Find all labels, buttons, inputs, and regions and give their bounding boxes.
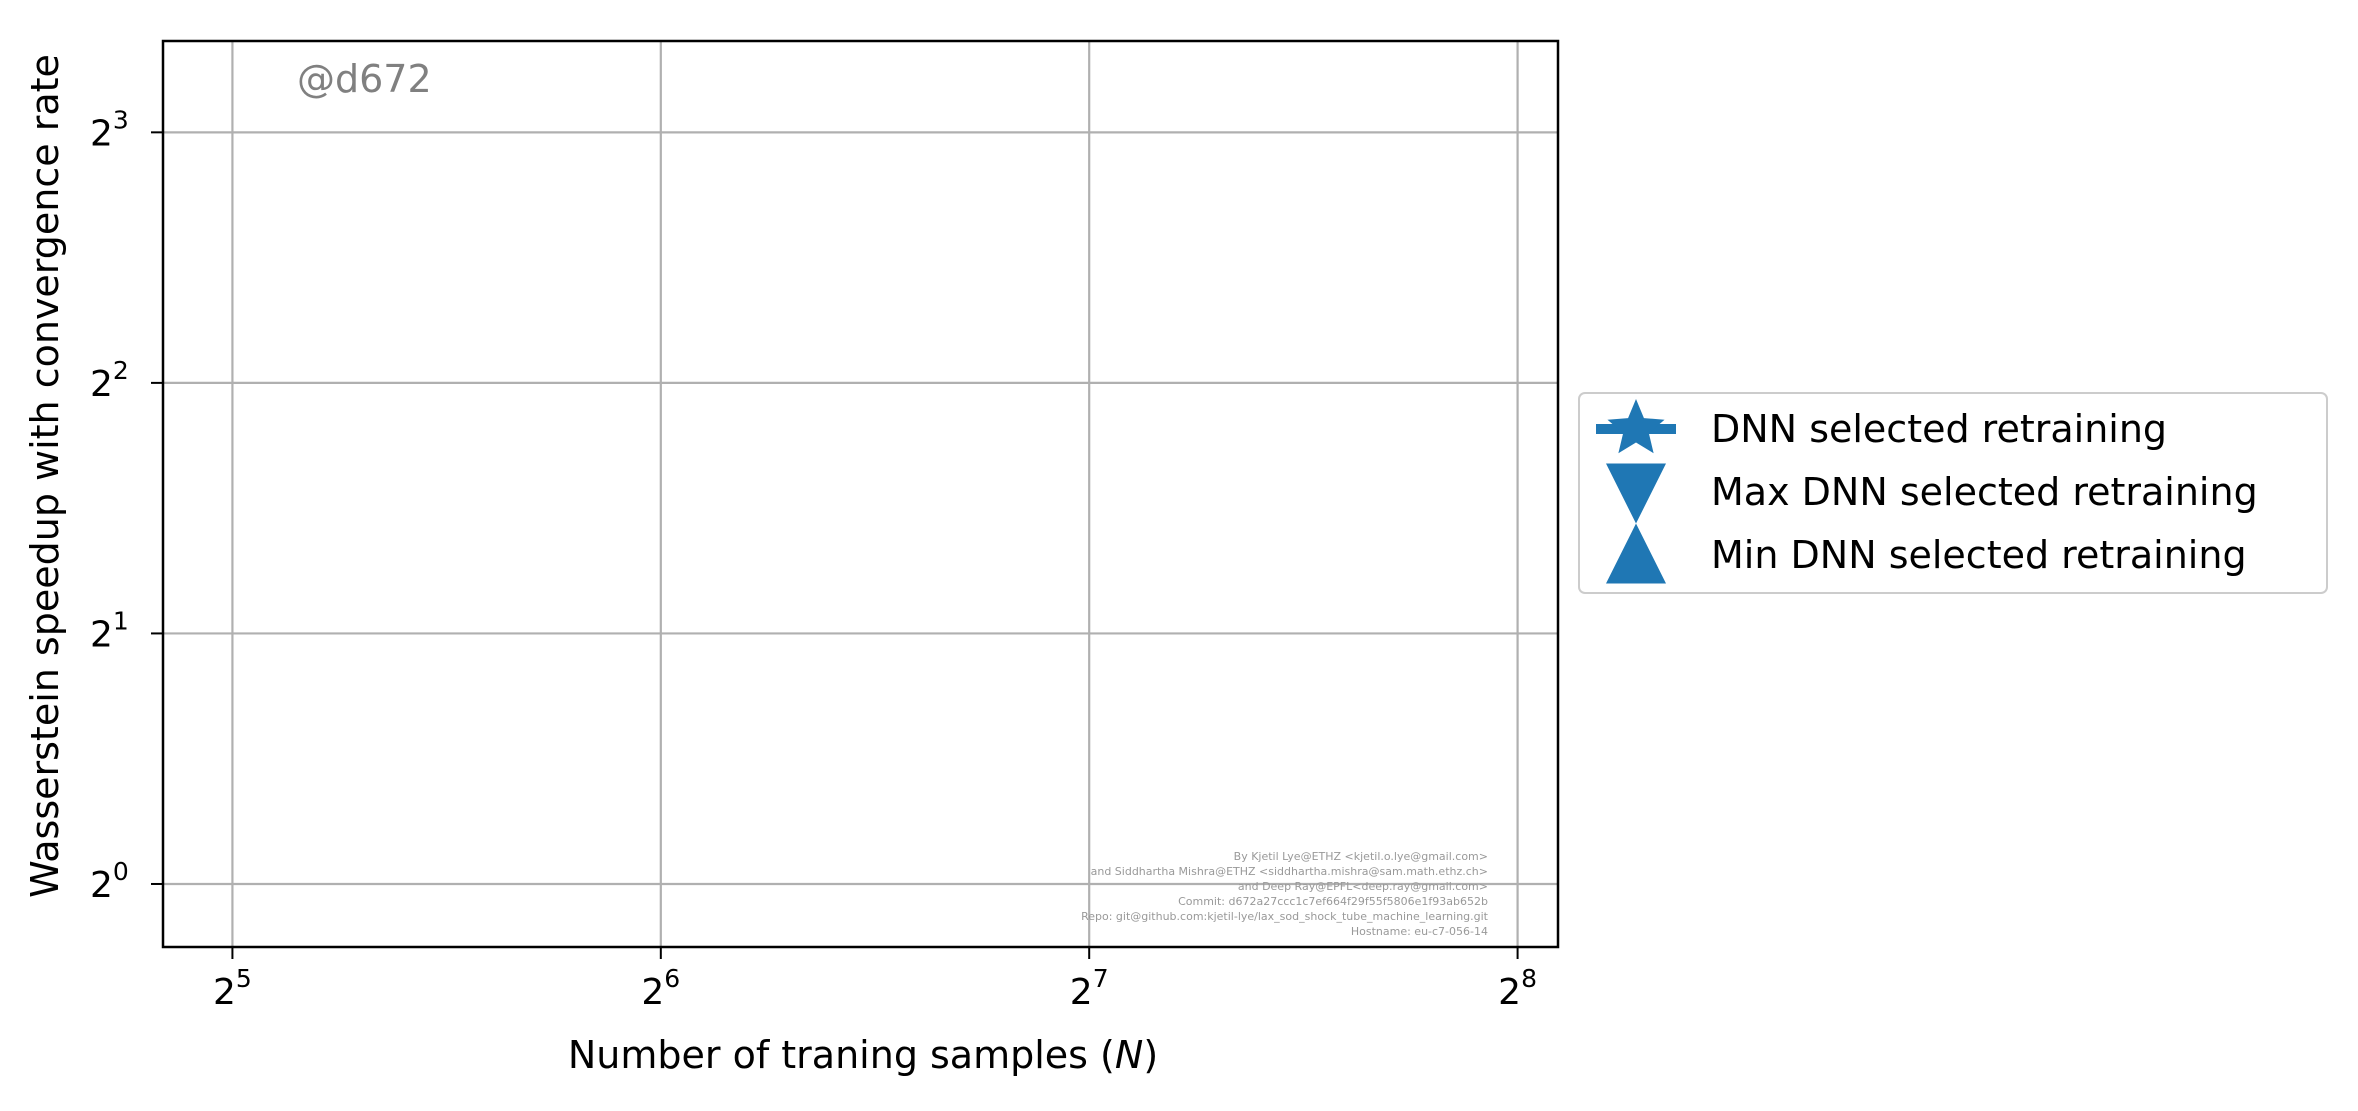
x-axis-label-close: ) (1143, 1033, 1158, 1077)
legend-label: DNN selected retraining (1711, 407, 2167, 451)
x-tick-label: 27 (1070, 964, 1109, 1013)
legend-marker-star (1607, 399, 1665, 454)
commit-tag-annotation: @d672 (297, 57, 432, 101)
legend-item: Min DNN selected retraining (1606, 523, 2247, 584)
x-tick-label: 28 (1498, 964, 1537, 1013)
legend-box (1578, 392, 2328, 594)
legend-label: Min DNN selected retraining (1711, 533, 2247, 577)
x-tick-label: 25 (213, 964, 252, 1013)
plot-area-frame (161, 39, 1560, 949)
credit-line: By Kjetil Lye@ETHZ <kjetil.o.lye@gmail.c… (1234, 850, 1488, 863)
y-axis-label: Wasserstein speedup with convergence rat… (23, 54, 67, 898)
y-tick-label: 20 (90, 857, 129, 906)
credit-line: Commit: d672a27ccc1c7ef664f29f55f5806e1f… (1178, 895, 1488, 908)
legend-item: Max DNN selected retraining (1606, 463, 2258, 524)
axis-ticks: 25 26 27 28 20 21 22 23 (90, 105, 1537, 1013)
credit-line: and Deep Ray@EPFL<deep.ray@gmail.com> (1238, 880, 1488, 893)
credits-annotation: By Kjetil Lye@ETHZ <kjetil.o.lye@gmail.c… (1081, 850, 1489, 938)
y-tick-label: 23 (90, 105, 129, 154)
credit-line: and Siddhartha Mishra@ETHZ <siddhartha.m… (1091, 865, 1488, 878)
x-axis-label: Number of traning samples (N) (568, 1033, 1158, 1077)
legend-marker-triangle-down (1606, 463, 1666, 524)
y-tick-label: 22 (90, 356, 129, 405)
x-tick-label: 26 (641, 964, 680, 1013)
grid (163, 41, 1558, 947)
legend-marker-triangle-up (1606, 523, 1666, 584)
legend: DNN selected retraining Max DNN selected … (1578, 392, 2328, 594)
legend-label: Max DNN selected retraining (1711, 470, 2258, 514)
credit-line: Repo: git@github.com:kjetil-lye/lax_sod_… (1081, 910, 1489, 923)
y-tick-label: 21 (90, 606, 129, 655)
credit-line: Hostname: eu-c7-056-14 (1351, 925, 1488, 938)
x-axis-label-text: Number of traning samples ( (568, 1033, 1115, 1077)
legend-item: DNN selected retraining (1596, 399, 2167, 454)
x-axis-label-variable: N (1115, 1033, 1143, 1077)
